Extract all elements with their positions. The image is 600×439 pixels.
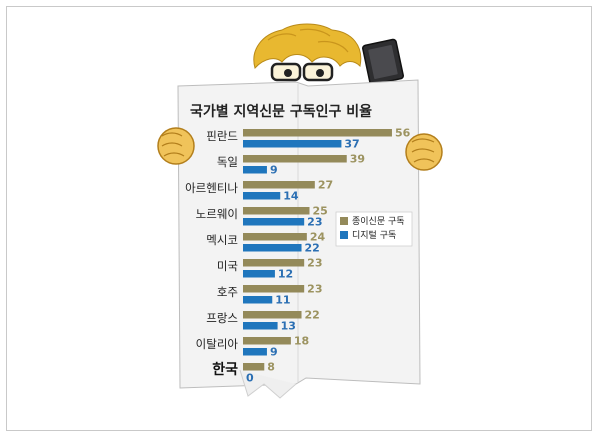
bar-paper <box>243 129 392 137</box>
category-label: 핀란드 <box>206 129 238 143</box>
legend-label-paper: 종이신문 구독 <box>352 216 405 227</box>
character-hair <box>253 23 362 70</box>
category-label: 프랑스 <box>206 311 238 325</box>
bar-digital <box>243 348 267 356</box>
legend-swatch-paper <box>340 217 348 225</box>
bar-paper <box>243 155 347 163</box>
value-label-digital: 11 <box>275 294 290 307</box>
value-label-digital: 0 <box>246 372 254 385</box>
category-label: 노르웨이 <box>196 207 238 221</box>
value-label-digital: 22 <box>305 242 320 255</box>
category-label: 한국 <box>212 362 238 378</box>
value-label-paper: 39 <box>350 153 365 166</box>
category-label: 이탈리아 <box>196 337 239 351</box>
value-label-paper: 23 <box>307 257 322 270</box>
value-label-digital: 14 <box>283 190 299 203</box>
category-label: 독일 <box>217 155 238 169</box>
bar-paper <box>243 337 291 345</box>
value-label-paper: 8 <box>267 361 275 374</box>
bar-digital <box>243 166 267 174</box>
character-glasses <box>270 62 334 82</box>
bar-digital <box>243 296 273 304</box>
tablet-device <box>362 38 404 86</box>
value-label-digital: 9 <box>270 346 278 359</box>
bar-digital <box>243 244 302 252</box>
value-label-paper: 18 <box>294 335 309 348</box>
value-label-paper: 56 <box>395 127 411 140</box>
bar-paper <box>243 363 265 371</box>
value-label-digital: 23 <box>307 216 322 229</box>
legend-swatch-digital <box>340 231 348 239</box>
value-label-digital: 13 <box>281 320 296 333</box>
bar-digital <box>243 218 305 226</box>
bar-paper <box>243 207 310 215</box>
value-label-paper: 23 <box>307 283 322 296</box>
bar-paper <box>243 233 307 241</box>
chart-title: 국가별 지역신문 구독인구 비율 <box>190 103 372 120</box>
value-label-digital: 12 <box>278 268 293 281</box>
value-label-paper: 24 <box>310 231 326 244</box>
category-label: 호주 <box>217 285 238 299</box>
bar-digital <box>243 140 342 148</box>
value-label-digital: 9 <box>270 164 278 177</box>
category-label: 아르헨티나 <box>185 181 238 195</box>
category-label: 멕시코 <box>206 233 238 247</box>
bar-paper <box>243 259 305 267</box>
bar-paper <box>243 285 305 293</box>
bar-digital <box>243 192 281 200</box>
bar-paper <box>243 311 302 319</box>
legend-label-digital: 디지털 구독 <box>352 229 396 241</box>
legend: 종이신문 구독 디지털 구독 <box>335 211 413 247</box>
category-label: 미국 <box>217 259 238 273</box>
value-label-paper: 22 <box>305 309 320 322</box>
left-hand <box>157 127 195 165</box>
value-label-paper: 25 <box>313 205 328 218</box>
bar-digital <box>243 270 275 278</box>
right-hand <box>405 133 443 171</box>
bar-paper <box>243 181 315 189</box>
bar-digital <box>243 322 278 330</box>
value-label-digital: 37 <box>344 138 359 151</box>
value-label-paper: 27 <box>318 179 333 192</box>
